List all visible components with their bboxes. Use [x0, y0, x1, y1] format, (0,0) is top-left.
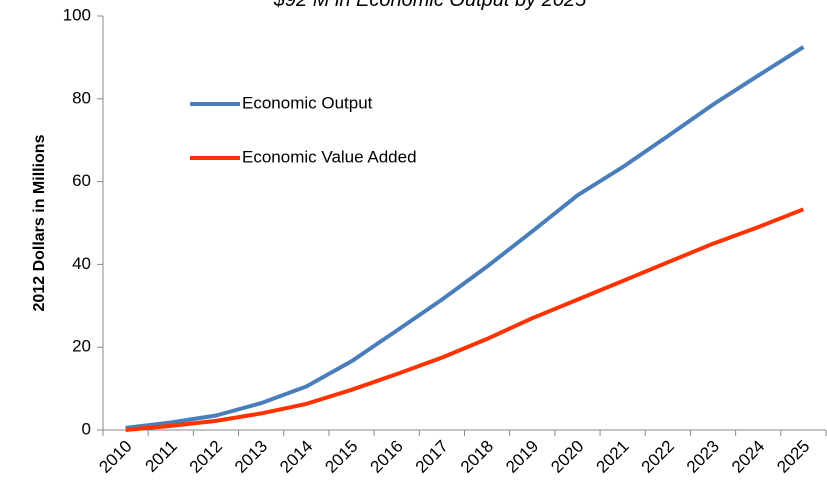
y-tick-label: 0 — [82, 419, 91, 438]
x-tick-label: 2021 — [592, 437, 632, 477]
y-tick-label: 100 — [63, 5, 91, 24]
x-tick-label: 2017 — [412, 437, 452, 477]
line-series — [125, 45, 805, 430]
x-tick-label: 2012 — [186, 437, 226, 477]
x-tick-label: 2019 — [502, 437, 542, 477]
x-tick-label: 2016 — [367, 437, 407, 477]
x-tick-label: 2011 — [141, 437, 180, 476]
y-tick-label: 20 — [72, 337, 91, 356]
x-tick-label: 2014 — [276, 437, 316, 477]
chart-title: $92 M in Economic Output by 2025 — [273, 0, 587, 11]
x-tick-label: 2022 — [638, 437, 678, 477]
x-tick-label: 2018 — [457, 437, 497, 477]
y-tick-label: 60 — [72, 171, 91, 190]
y-axis-label: 2012 Dollars in Millions — [31, 134, 48, 311]
x-tick-label: 2015 — [321, 437, 361, 477]
x-tick-label: 2023 — [683, 437, 723, 477]
line-series — [125, 207, 805, 432]
y-tick-label: 80 — [72, 88, 91, 107]
x-tick-label: 2010 — [95, 437, 135, 477]
x-tick-label: 2013 — [231, 437, 271, 477]
y-tick-label: 40 — [72, 254, 91, 273]
legend-label: Economic Value Added — [242, 147, 417, 166]
x-tick-label: 2020 — [547, 437, 587, 477]
x-tick-label: 2024 — [728, 437, 768, 477]
legend-label: Economic Output — [242, 93, 373, 112]
x-tick-label: 2025 — [773, 437, 813, 477]
